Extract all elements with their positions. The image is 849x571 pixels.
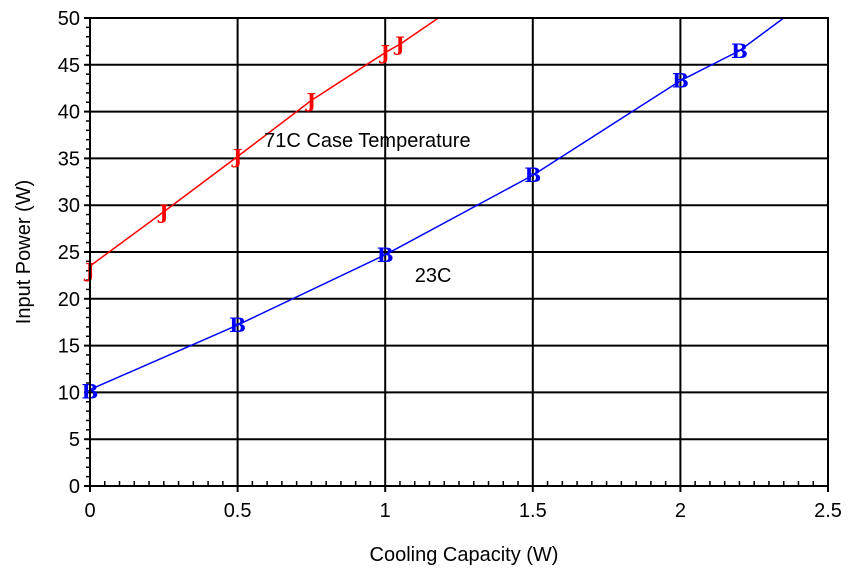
data-point-B: B	[731, 39, 748, 63]
x-tick-label: 2	[675, 500, 686, 522]
fit-line-0	[89, 17, 439, 267]
x-tick-label: 1	[380, 500, 391, 522]
annotation-label: 23C	[415, 265, 452, 287]
x-axis-title: Cooling Capacity (W)	[370, 544, 559, 566]
y-tick-label: 45	[58, 55, 80, 77]
y-tick-label: 15	[58, 336, 80, 358]
x-tick-label: 0	[84, 500, 95, 522]
y-tick-label: 35	[58, 148, 80, 170]
grid	[84, 17, 829, 492]
y-tick-label: 0	[69, 476, 80, 498]
data-point-B: B	[524, 163, 541, 187]
data-point-B: B	[672, 69, 689, 93]
annotation-label: 71C Case Temperature	[264, 130, 470, 152]
y-tick-label: 5	[69, 429, 80, 451]
y-tick-label: 50	[58, 8, 80, 30]
data-point-J: J	[305, 88, 316, 112]
x-tick-label: 0.5	[224, 500, 252, 522]
data-point-J: J	[393, 32, 404, 56]
y-tick-label: 20	[58, 289, 80, 311]
x-tick-label: 1.5	[519, 500, 547, 522]
data-point-J: J	[378, 41, 389, 65]
y-tick-label: 10	[58, 382, 80, 404]
fit-line-1	[89, 17, 785, 391]
data-point-J: J	[231, 145, 242, 169]
y-axis-title: Input Power (W)	[13, 180, 35, 324]
minor-ticks	[86, 26, 814, 486]
data-point-B: B	[377, 243, 394, 267]
fit-lines	[89, 17, 785, 391]
annotations: 71C Case Temperature 23C	[264, 130, 470, 287]
tick-labels: 0 5 10 15 20 25 30 35 40 45 50 0 0.5 1 1.5 2 2.5	[58, 8, 842, 522]
y-tick-label: 30	[58, 195, 80, 217]
data-point-B: B	[229, 313, 246, 337]
data-point-J: J	[157, 200, 168, 224]
y-tick-label: 25	[58, 242, 80, 264]
plot-area	[89, 17, 829, 487]
x-tick-label: 2.5	[814, 500, 842, 522]
y-tick-label: 40	[58, 102, 80, 124]
